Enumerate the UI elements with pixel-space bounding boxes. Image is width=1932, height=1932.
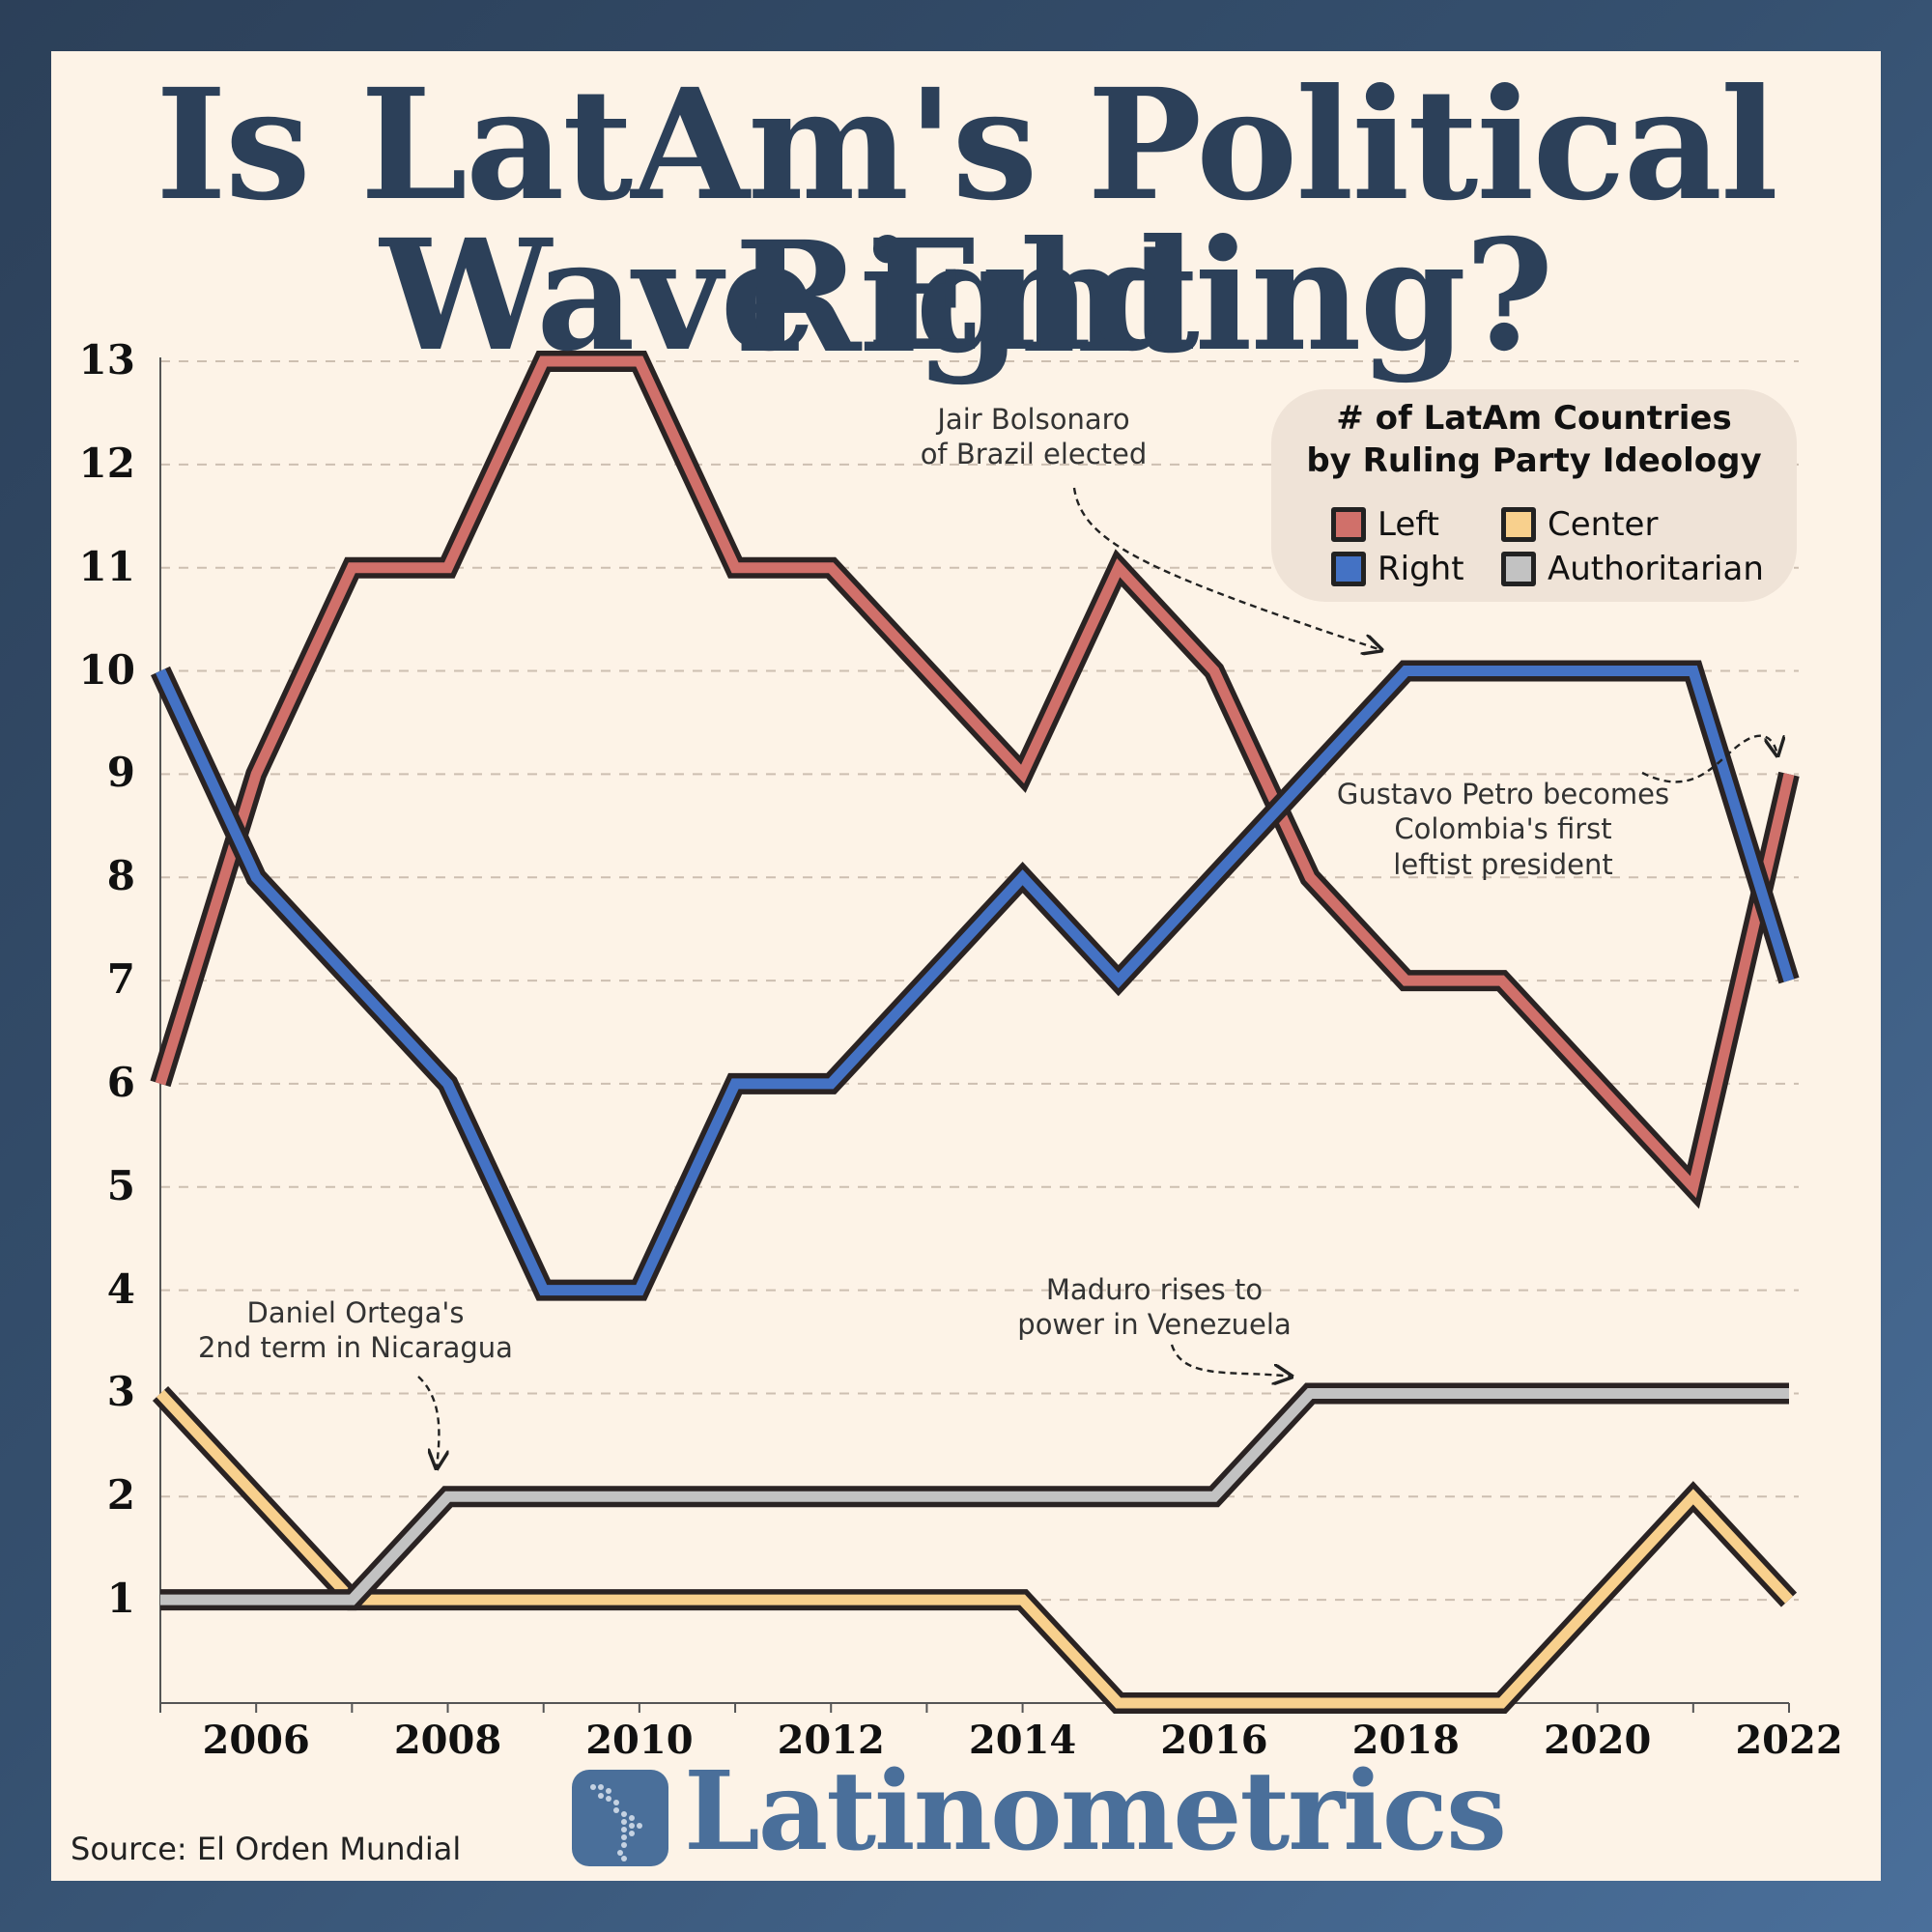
legend: # of LatAm Countries by Ruling Party Ide… [1271, 389, 1797, 602]
legend-item-center: Center [1501, 507, 1658, 542]
y-tick-label-9: 9 [106, 749, 135, 797]
legend-label-authoritarian: Authoritarian [1548, 550, 1764, 588]
legend-label-center: Center [1548, 505, 1659, 544]
x-tick-label-2014: 2014 [968, 1718, 1077, 1763]
maduro-arrow [1170, 1344, 1292, 1377]
y-tick-label-4: 4 [106, 1264, 135, 1313]
series-right-line [156, 666, 1795, 1296]
bolsonaro-annotation: Jair Bolsonaro of Brazil elected [920, 403, 1148, 471]
y-tick-label-12: 12 [78, 439, 135, 487]
legend-swatch-authoritarian [1501, 552, 1536, 586]
legend-title-line-2: by Ruling Party Ideology [1306, 440, 1762, 480]
y-tick-label-8: 8 [106, 852, 135, 900]
y-tick-label-11: 11 [78, 542, 135, 590]
source-note: Source: El Orden Mundial [71, 1831, 462, 1867]
petro-arrow [1641, 734, 1777, 783]
y-tick-label-6: 6 [106, 1058, 135, 1106]
series-center-line [156, 1389, 1794, 1709]
series-left-line [155, 355, 1795, 1199]
legend-label-right: Right [1378, 550, 1464, 588]
series-authoritarian-line [160, 1387, 1789, 1605]
x-tick-label-2012: 2012 [777, 1718, 885, 1763]
y-tick-label-5: 5 [106, 1161, 135, 1209]
x-tick-label-2010: 2010 [585, 1718, 694, 1763]
ortega-annotation: Daniel Ortega's 2nd term in Nicaragua [198, 1296, 513, 1365]
x-tick-label-2016: 2016 [1160, 1718, 1268, 1763]
legend-item-right: Right [1331, 552, 1464, 586]
legend-item-authoritarian: Authoritarian [1501, 552, 1764, 586]
y-tick-label-7: 7 [106, 955, 135, 1004]
legend-title: # of LatAm Countries by Ruling Party Ide… [1271, 398, 1797, 482]
x-tick-label-2006: 2006 [202, 1718, 310, 1763]
bolsonaro-arrow [1072, 487, 1381, 650]
y-tick-label-3: 3 [106, 1368, 135, 1416]
page-title-line-2: Wave Ending? [380, 207, 1553, 385]
infographic-card [51, 51, 1881, 1881]
legend-swatch-right [1331, 552, 1366, 586]
y-tick-label-2: 2 [106, 1471, 135, 1520]
legend-title-line-1: # of LatAm Countries [1336, 399, 1732, 438]
y-tick-label-13: 13 [78, 336, 135, 384]
y-tick-label-1: 1 [106, 1575, 135, 1623]
y-tick-label-10: 10 [78, 645, 135, 694]
page-title-line-1: Is LatAm's Political Right [155, 56, 1778, 387]
x-tick-label-2018: 2018 [1351, 1718, 1460, 1763]
petro-annotation: Gustavo Petro becomes Colombia's first l… [1336, 778, 1670, 881]
legend-swatch-center [1501, 507, 1536, 542]
latin-america-map-icon [572, 1770, 668, 1866]
legend-swatch-left [1331, 507, 1366, 542]
ortega-arrow [417, 1376, 439, 1468]
legend-item-left: Left [1331, 507, 1439, 542]
legend-label-left: Left [1378, 505, 1439, 544]
x-tick-label-2020: 2020 [1543, 1718, 1652, 1763]
logo-map-graphic [590, 1784, 642, 1861]
maduro-annotation: Maduro rises to power in Venezuela [1017, 1273, 1292, 1342]
brand-name: Latinometrics [684, 1748, 1507, 1875]
x-tick-label-2008: 2008 [393, 1718, 502, 1763]
x-tick-label-2022: 2022 [1735, 1718, 1843, 1763]
